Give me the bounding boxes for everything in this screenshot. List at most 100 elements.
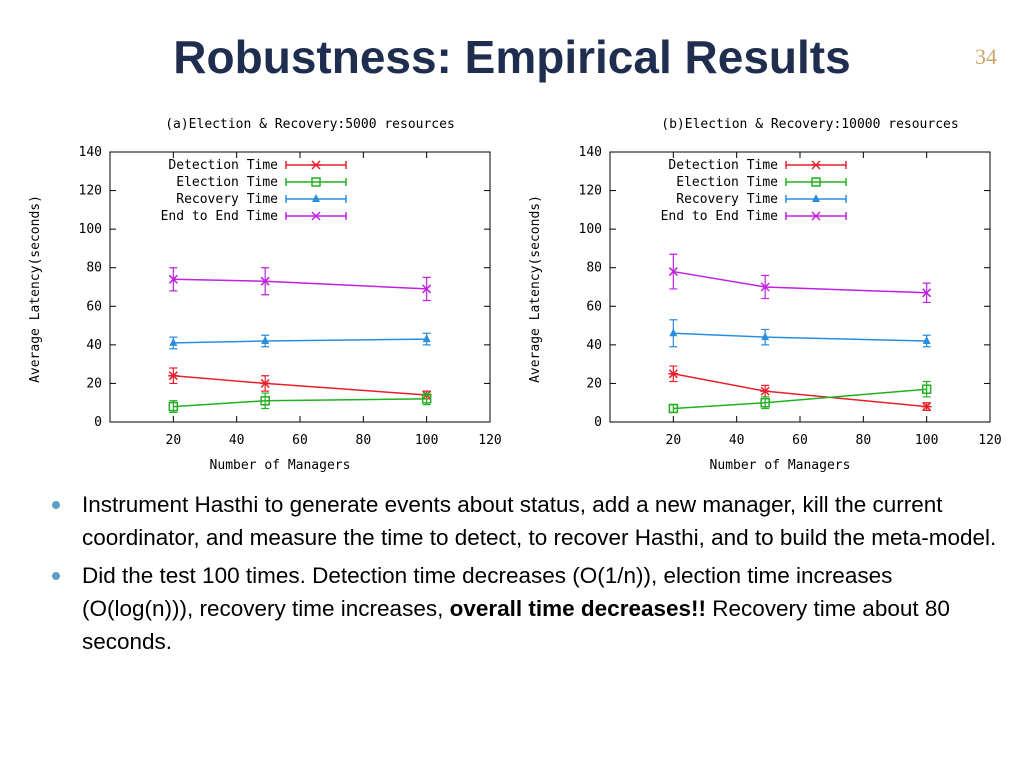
series-line — [673, 388, 927, 410]
plot-frame — [109, 151, 491, 423]
x-tick-label: 80 — [856, 433, 872, 448]
y-axis-label: Average Latency(seconds) — [528, 195, 543, 383]
y-axis-label: Average Latency(seconds) — [28, 195, 43, 383]
bullet-dot-icon — [52, 572, 60, 580]
data-point — [169, 337, 178, 346]
x-tick-label: 100 — [415, 433, 438, 448]
data-point — [421, 394, 432, 404]
legend-line — [285, 178, 347, 186]
bullet-item: Instrument Hasthi to generate events abo… — [48, 488, 998, 554]
data-point — [760, 397, 770, 408]
legend-label: Election Time — [676, 175, 778, 190]
chart-title: (a)Election & Recovery:5000 resources — [165, 117, 455, 132]
y-tick-label: 140 — [579, 145, 602, 160]
legend-label: Recovery Time — [676, 192, 778, 207]
series-line — [673, 373, 927, 408]
chart-b: (b)Election & Recovery:10000 resources 0 2… — [528, 117, 1002, 473]
bullet-text: Did the test 100 times. Detection time d… — [82, 563, 893, 621]
x-tick-label: 100 — [915, 433, 938, 448]
bullet-text-tail: Recovery time about 80 seconds. — [82, 596, 950, 654]
data-point — [760, 282, 770, 292]
y-tick-label: 100 — [79, 222, 102, 237]
series-election-time — [168, 392, 432, 413]
x-tick-label: 40 — [229, 433, 245, 448]
error-bar — [922, 380, 931, 398]
error-bar — [261, 392, 270, 410]
y-tick-label: 40 — [586, 338, 602, 353]
bullet-dot-icon — [52, 501, 60, 509]
x-axis-label: Number of Managers — [710, 458, 851, 473]
data-point — [760, 386, 771, 396]
data-point — [668, 267, 678, 277]
x-tick-label: 20 — [166, 433, 182, 448]
series-recovery-time — [169, 332, 431, 350]
data-point — [669, 328, 678, 337]
data-point — [922, 336, 931, 344]
series-detection-time — [168, 367, 432, 400]
series-line — [173, 338, 427, 344]
data-point — [921, 384, 932, 394]
chart-a: (a)Election & Recovery:5000 resources 0 20… — [28, 117, 502, 473]
y-tick-label: 120 — [79, 184, 102, 199]
series-detection-time — [668, 365, 932, 412]
chart-title: (b)Election & Recovery:10000 resources — [661, 117, 958, 132]
data-point — [168, 401, 179, 412]
y-tick-label: 80 — [586, 261, 602, 276]
y-tick-label: 100 — [579, 222, 602, 237]
data-point — [422, 284, 432, 294]
legend-marker — [812, 194, 820, 202]
y-tick-label: 0 — [94, 415, 102, 430]
data-point — [260, 378, 271, 388]
legend-line — [785, 178, 847, 186]
y-tick-label: 20 — [586, 376, 602, 391]
data-point — [260, 276, 270, 286]
series-line — [173, 398, 427, 408]
x-tick-label: 60 — [792, 433, 808, 448]
slide-number: 34 — [975, 44, 997, 69]
legend-marker — [311, 211, 321, 221]
plot-frame — [609, 151, 991, 423]
legend-label: End to End Time — [161, 209, 279, 224]
y-tick-label: 80 — [86, 261, 102, 276]
data-point — [668, 403, 679, 414]
legend-marker — [811, 211, 821, 221]
legend-marker — [311, 177, 321, 187]
x-tick-label: 120 — [978, 433, 1001, 448]
data-point — [260, 396, 270, 406]
data-point — [668, 369, 679, 379]
y-tick-label: 120 — [579, 184, 602, 199]
data-point — [761, 332, 770, 341]
legend-label: Election Time — [176, 175, 278, 190]
legend-marker — [811, 160, 821, 170]
y-tick-label: 60 — [586, 299, 602, 314]
series-line — [173, 374, 427, 396]
series-end-to-end-time — [168, 267, 432, 302]
data-point — [168, 274, 178, 284]
series-end-to-end-time — [668, 253, 932, 304]
series-election-time — [668, 380, 932, 414]
bullet-text: Instrument Hasthi to generate events abo… — [82, 492, 997, 550]
data-point — [922, 288, 932, 298]
legend-marker — [811, 177, 821, 187]
slide-title: Robustness: Empirical Results — [173, 31, 851, 83]
series-line — [173, 278, 427, 290]
legend-label: Detection Time — [668, 158, 778, 173]
series-line — [673, 332, 927, 342]
x-tick-label: 60 — [292, 433, 308, 448]
y-tick-label: 40 — [86, 338, 102, 353]
bullet-list: Instrument Hasthi to generate events abo… — [48, 488, 998, 663]
data-point — [261, 336, 270, 344]
data-point — [422, 334, 431, 343]
x-tick-label: 20 — [666, 433, 682, 448]
bullet-emphasis: overall time decreases!! — [449, 596, 706, 621]
series-recovery-time — [669, 319, 931, 348]
y-tick-label: 0 — [594, 415, 602, 430]
bullet-item: Did the test 100 times. Detection time d… — [48, 559, 998, 658]
data-point — [921, 402, 932, 412]
x-tick-label: 80 — [356, 433, 372, 448]
y-tick-label: 60 — [86, 299, 102, 314]
x-tick-label: 120 — [478, 433, 501, 448]
legend-label: End to End Time — [661, 209, 779, 224]
legend-label: Recovery Time — [176, 192, 278, 207]
legend-marker — [312, 194, 320, 202]
